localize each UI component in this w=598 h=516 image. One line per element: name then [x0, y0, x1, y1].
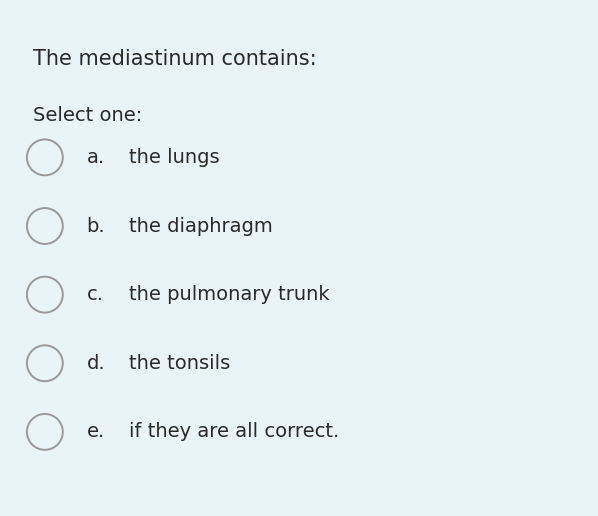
Ellipse shape	[27, 208, 63, 244]
Text: e.: e.	[87, 423, 105, 441]
Text: a.: a.	[87, 148, 105, 167]
Ellipse shape	[27, 414, 63, 450]
Text: c.: c.	[87, 285, 103, 304]
Text: b.: b.	[87, 217, 105, 235]
Text: The mediastinum contains:: The mediastinum contains:	[33, 49, 316, 69]
Ellipse shape	[27, 277, 63, 313]
Text: Select one:: Select one:	[33, 106, 142, 125]
Ellipse shape	[27, 139, 63, 175]
Ellipse shape	[27, 345, 63, 381]
Text: the pulmonary trunk: the pulmonary trunk	[129, 285, 329, 304]
Text: if they are all correct.: if they are all correct.	[129, 423, 339, 441]
Text: the lungs: the lungs	[129, 148, 219, 167]
Text: the diaphragm: the diaphragm	[129, 217, 272, 235]
Text: the tonsils: the tonsils	[129, 354, 230, 373]
Text: d.: d.	[87, 354, 105, 373]
